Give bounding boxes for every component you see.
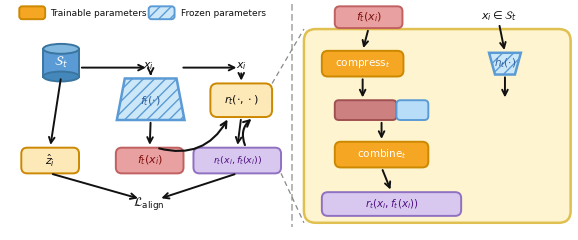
Polygon shape	[117, 78, 184, 120]
Bar	[43, 49, 79, 77]
Text: Frozen parameters: Frozen parameters	[180, 9, 265, 18]
Text: $\mathcal{L}_{\rm align}$: $\mathcal{L}_{\rm align}$	[133, 195, 164, 211]
FancyBboxPatch shape	[194, 148, 281, 173]
Text: $r_t(x_i, f_t(x_i))$: $r_t(x_i, f_t(x_i))$	[213, 154, 262, 167]
FancyBboxPatch shape	[335, 100, 397, 120]
FancyBboxPatch shape	[116, 148, 183, 173]
FancyBboxPatch shape	[322, 51, 403, 77]
Ellipse shape	[43, 44, 79, 54]
FancyBboxPatch shape	[397, 100, 428, 120]
Text: combine$_t$: combine$_t$	[357, 148, 406, 162]
Ellipse shape	[43, 72, 79, 81]
Text: $f_t(x_i)$: $f_t(x_i)$	[136, 154, 163, 167]
Text: $f_t(x_i)$: $f_t(x_i)$	[355, 10, 381, 24]
Text: compress$_t$: compress$_t$	[335, 57, 390, 70]
FancyBboxPatch shape	[335, 142, 428, 168]
Text: Trainable parameters: Trainable parameters	[50, 9, 147, 18]
FancyBboxPatch shape	[21, 148, 79, 173]
Text: $\mathcal{S}_t$: $\mathcal{S}_t$	[54, 55, 68, 70]
Text: $x_i \in \mathcal{S}_t$: $x_i \in \mathcal{S}_t$	[481, 9, 517, 23]
Text: $r_t(x_i, f_t(x_i))$: $r_t(x_i, f_t(x_i))$	[365, 197, 418, 211]
Text: $h_t(\cdot)$: $h_t(\cdot)$	[494, 57, 516, 71]
Text: $x_i$: $x_i$	[236, 60, 247, 72]
FancyBboxPatch shape	[149, 6, 175, 19]
Text: $\hat{z}_i$: $\hat{z}_i$	[45, 152, 55, 169]
FancyBboxPatch shape	[304, 29, 570, 223]
FancyBboxPatch shape	[210, 84, 272, 117]
Polygon shape	[489, 53, 521, 75]
Text: $f_t(\cdot)$: $f_t(\cdot)$	[140, 94, 161, 108]
FancyBboxPatch shape	[335, 6, 402, 28]
FancyBboxPatch shape	[19, 6, 45, 19]
FancyBboxPatch shape	[322, 192, 461, 216]
Text: $r_t(\cdot,\cdot)$: $r_t(\cdot,\cdot)$	[224, 93, 258, 107]
Text: $x_i$: $x_i$	[143, 60, 154, 72]
